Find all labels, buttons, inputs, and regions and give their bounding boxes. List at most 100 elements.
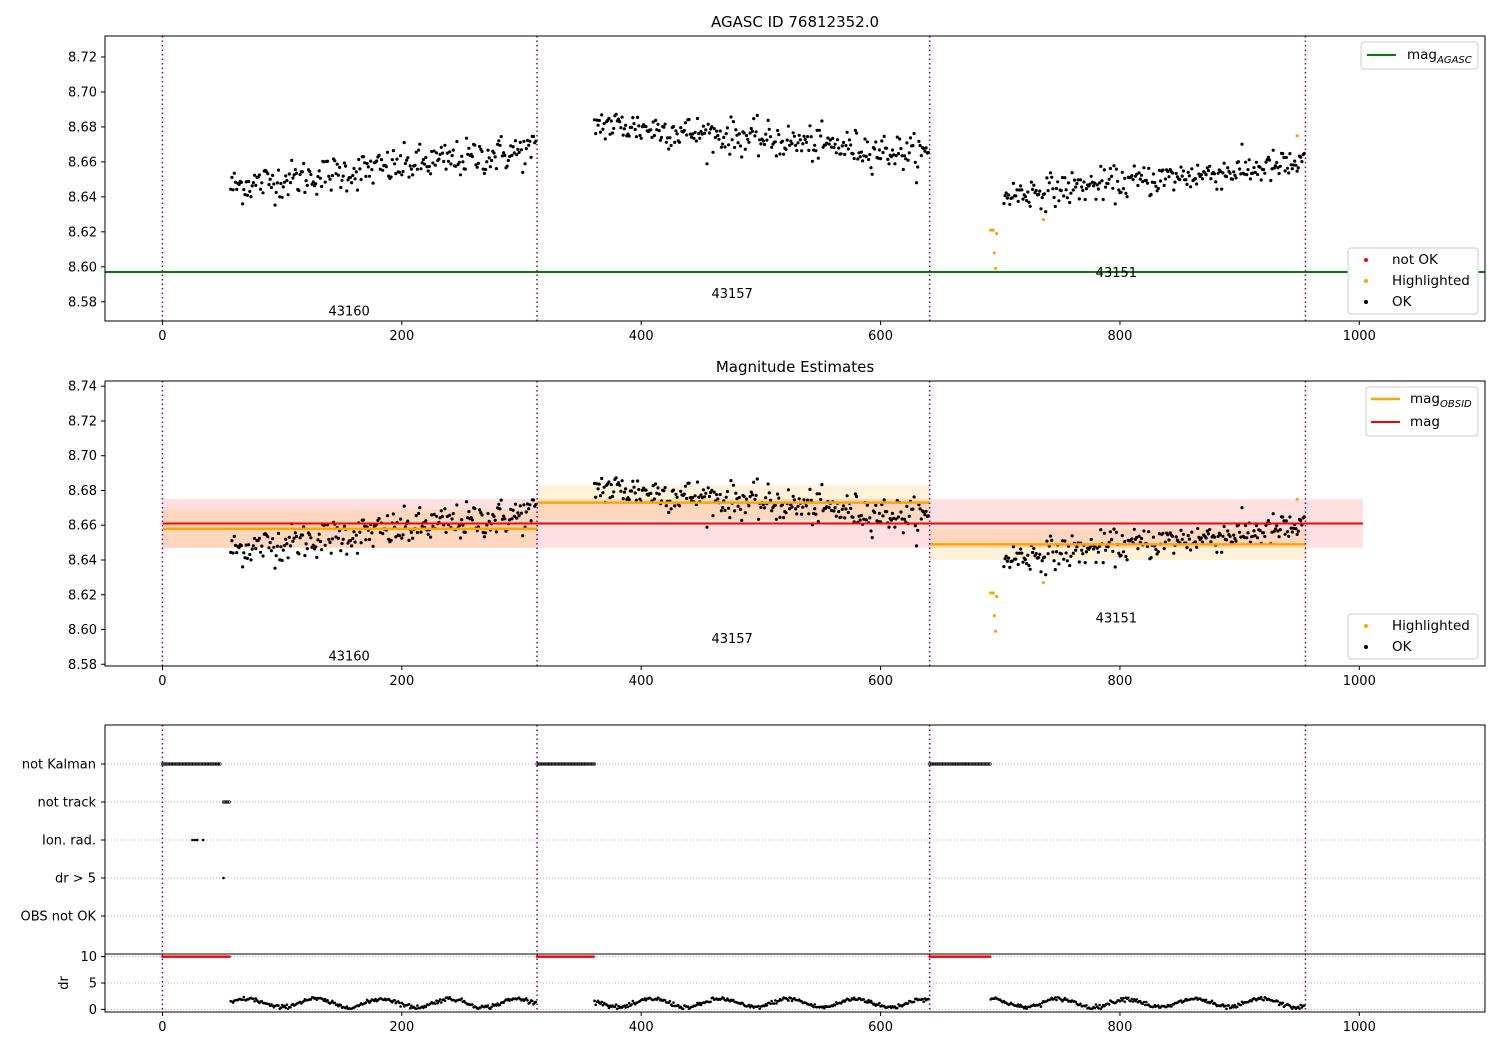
ok-point xyxy=(1039,570,1043,574)
ok-point xyxy=(887,162,891,166)
ok-point xyxy=(473,507,477,511)
ok-point xyxy=(1281,515,1285,519)
ok-point xyxy=(341,174,345,178)
ok-point xyxy=(880,139,884,143)
ok-point xyxy=(810,159,815,163)
ok-point xyxy=(697,495,701,499)
ok-point xyxy=(729,115,733,119)
ok-point xyxy=(385,514,390,518)
ok-point xyxy=(522,139,526,143)
ok-point xyxy=(1060,175,1065,180)
ok-point xyxy=(744,497,749,501)
ok-point xyxy=(1020,188,1024,192)
ok-point xyxy=(354,533,358,537)
ok-point xyxy=(1019,184,1023,188)
panel1-legend-bottom: not OK Highlighted OK xyxy=(1347,247,1479,315)
flag-point xyxy=(575,762,579,766)
ok-point xyxy=(432,512,436,517)
ok-point xyxy=(1161,531,1165,535)
flag-point xyxy=(227,800,231,804)
ok-point xyxy=(531,498,536,502)
ok-point xyxy=(752,117,756,121)
dr-point xyxy=(434,1002,437,1006)
ok-point xyxy=(1104,548,1108,552)
ok-point xyxy=(406,156,410,160)
ok-point xyxy=(668,136,672,140)
ok-point xyxy=(662,125,666,129)
ok-point xyxy=(407,175,411,179)
ok-point xyxy=(443,143,447,147)
ok-point xyxy=(1037,192,1041,196)
ok-point xyxy=(706,122,710,126)
ok-point xyxy=(1065,559,1069,563)
ok-point xyxy=(738,507,743,511)
ok-point xyxy=(621,497,625,501)
ok-point xyxy=(1295,169,1299,173)
ok-point xyxy=(1285,530,1290,534)
dr-point xyxy=(436,1001,440,1005)
ok-point xyxy=(701,124,706,128)
ok-point xyxy=(239,180,243,184)
ok-point xyxy=(802,498,806,502)
dr-point xyxy=(1118,999,1122,1003)
ok-point xyxy=(1026,553,1030,557)
ok-point xyxy=(855,495,859,499)
ok-point xyxy=(804,140,809,144)
ok-point xyxy=(917,139,921,143)
ok-point xyxy=(354,170,358,174)
ok-point xyxy=(845,130,849,134)
ok-point xyxy=(1214,180,1218,184)
dr-point xyxy=(781,998,784,1001)
legend-marker-ok xyxy=(1364,300,1368,304)
ok-point xyxy=(1206,532,1211,536)
ok-point xyxy=(517,150,521,154)
dr-point xyxy=(869,999,873,1003)
dr-point xyxy=(833,1003,837,1007)
ok-point xyxy=(766,482,770,486)
ok-point xyxy=(816,156,820,160)
ok-point xyxy=(1123,540,1127,544)
flag-point xyxy=(976,762,981,766)
ok-point xyxy=(1027,563,1031,568)
ok-point xyxy=(1147,166,1151,170)
flag-point xyxy=(965,762,969,766)
ok-point xyxy=(418,142,422,146)
ok-point xyxy=(419,530,423,534)
dr-point xyxy=(326,999,329,1002)
ok-point xyxy=(730,138,734,142)
ok-point xyxy=(837,146,841,150)
ok-point xyxy=(724,495,728,499)
ok-point xyxy=(778,152,782,156)
flag-point xyxy=(939,762,943,766)
ok-point xyxy=(449,162,453,166)
ok-point xyxy=(649,128,653,132)
ok-point xyxy=(600,476,604,481)
flag-point xyxy=(223,800,227,804)
ok-point xyxy=(736,141,740,145)
dr-point xyxy=(460,997,464,1000)
ok-point xyxy=(394,172,398,176)
ok-point xyxy=(792,498,797,502)
ok-point xyxy=(463,530,467,535)
ok-point xyxy=(1195,545,1199,549)
ok-point xyxy=(859,513,864,518)
ok-point xyxy=(242,551,246,555)
ok-point xyxy=(780,503,785,507)
ok-point xyxy=(266,172,270,176)
ok-point xyxy=(1130,537,1134,541)
ok-point xyxy=(656,486,660,490)
ok-point xyxy=(829,145,834,149)
ok-point xyxy=(1273,527,1278,531)
dr-point xyxy=(1277,1003,1281,1007)
ok-point xyxy=(524,147,528,151)
ok-point xyxy=(353,177,357,181)
x-tick-label: 400 xyxy=(629,1020,654,1035)
ok-point xyxy=(758,138,762,142)
ok-point xyxy=(397,534,401,538)
flag-point xyxy=(536,762,541,766)
ok-point xyxy=(254,183,258,187)
ok-point xyxy=(1063,539,1067,543)
flag-point xyxy=(195,838,199,842)
ok-point xyxy=(655,128,659,132)
ok-point xyxy=(233,180,238,184)
